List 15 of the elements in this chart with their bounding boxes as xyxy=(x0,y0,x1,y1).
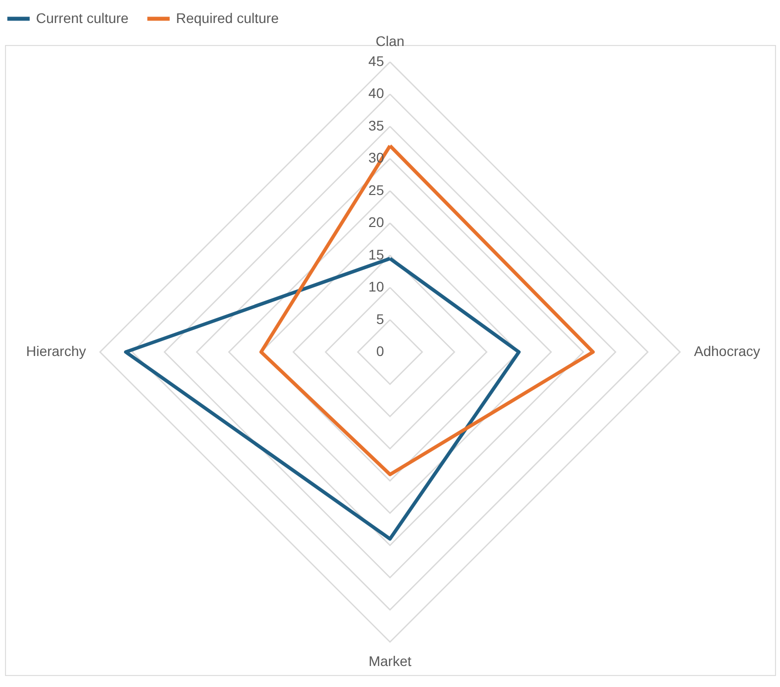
y-tick-label: 0 xyxy=(376,343,384,359)
legend-label: Current culture xyxy=(36,10,129,26)
y-tick-label: 45 xyxy=(368,53,384,69)
legend-label: Required culture xyxy=(176,10,279,26)
y-tick-label: 40 xyxy=(368,85,384,102)
spoke-label: Clan xyxy=(376,33,404,49)
y-tick-label: 10 xyxy=(368,278,384,295)
spoke-label: Adhocracy xyxy=(694,343,760,359)
y-tick-label: 25 xyxy=(368,182,384,198)
y-tick-label: 20 xyxy=(368,214,384,230)
spoke-label: Market xyxy=(368,653,412,669)
y-tick-label: 5 xyxy=(376,310,384,327)
spoke-label: Hierarchy xyxy=(26,343,86,359)
y-tick-label: 15 xyxy=(368,246,384,262)
y-tick-label: 35 xyxy=(368,117,384,134)
